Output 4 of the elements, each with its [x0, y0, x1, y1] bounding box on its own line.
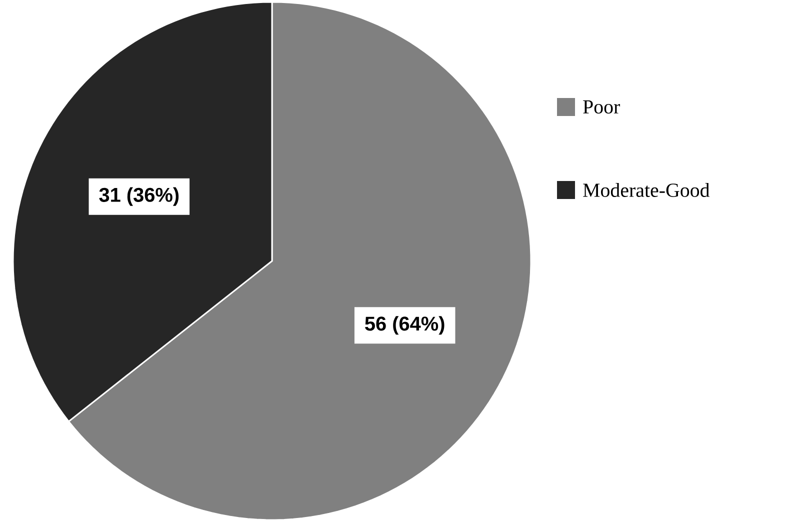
data-label: 56 (64%) [365, 316, 444, 335]
data-label: 31 (36%) [99, 187, 179, 206]
legend-label: Moderate-Good [583, 182, 710, 197]
legend-label: Poor [583, 100, 620, 114]
